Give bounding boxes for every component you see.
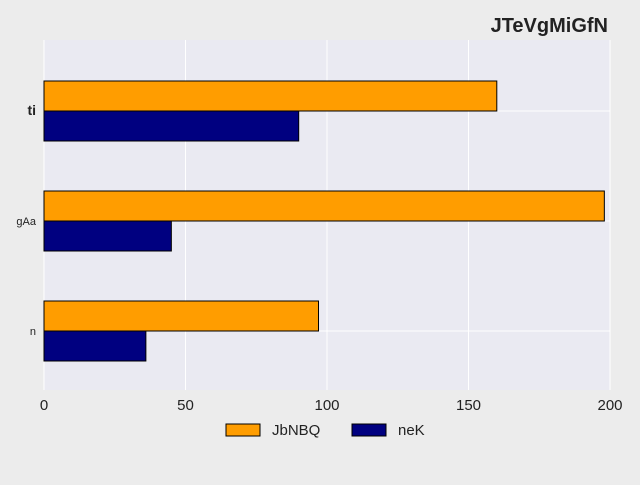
x-tick-label: 0 xyxy=(40,397,48,414)
legend: JbNBQ neK xyxy=(225,422,425,439)
y-tick-labels: n gAa ti xyxy=(16,102,36,338)
bar-JbNBQ-gAa xyxy=(43,190,605,222)
bar-JbNBQ-ti xyxy=(43,80,498,112)
legend-label: JbNBQ xyxy=(272,422,320,439)
x-tick-label: 100 xyxy=(314,397,339,414)
bar-neK-n xyxy=(43,330,147,362)
x-tick-label: 50 xyxy=(177,397,194,414)
bars xyxy=(43,80,605,362)
bar-neK-ti xyxy=(43,110,300,142)
legend-swatch xyxy=(225,423,261,437)
x-tick-label: 150 xyxy=(456,397,481,414)
bar-JbNBQ-n xyxy=(43,300,320,332)
legend-label: neK xyxy=(398,422,425,439)
x-tick-labels: 0 50 100 150 200 xyxy=(40,397,623,414)
legend-swatch xyxy=(351,423,387,437)
y-tick-label: ti xyxy=(27,102,36,118)
x-tick-label: 200 xyxy=(597,397,622,414)
y-tick-label: n xyxy=(30,326,36,338)
chart-title: JTeVgMiGfN xyxy=(491,15,608,37)
bar-neK-gAa xyxy=(43,220,172,252)
y-tick-label: gAa xyxy=(16,216,36,228)
